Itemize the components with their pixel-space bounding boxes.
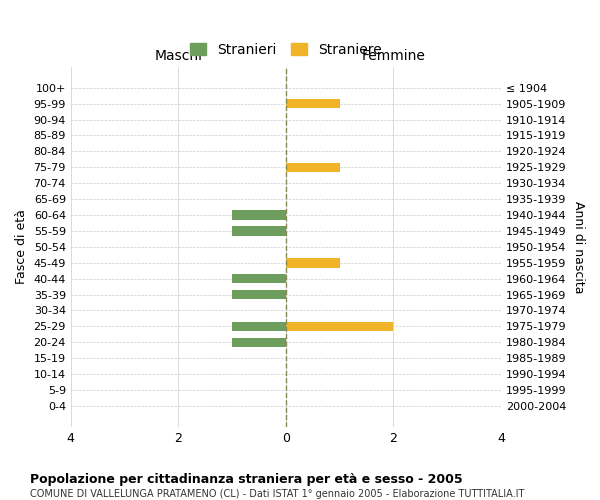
Text: COMUNE DI VALLELUNGA PRATAMENO (CL) - Dati ISTAT 1° gennaio 2005 - Elaborazione : COMUNE DI VALLELUNGA PRATAMENO (CL) - Da… [30,489,524,499]
Text: Popolazione per cittadinanza straniera per età e sesso - 2005: Popolazione per cittadinanza straniera p… [30,472,463,486]
Bar [286,258,340,268]
Y-axis label: Fasce di età: Fasce di età [15,210,28,284]
Bar [232,290,286,300]
Bar [286,99,340,108]
Bar [232,274,286,283]
Y-axis label: Anni di nascita: Anni di nascita [572,200,585,293]
Bar [232,322,286,331]
Text: Maschi: Maschi [154,49,202,63]
Bar [286,162,340,172]
Bar [232,338,286,347]
Bar [286,322,394,331]
Text: Femmine: Femmine [361,49,425,63]
Bar [232,226,286,235]
Bar [232,210,286,220]
Legend: Stranieri, Straniere: Stranieri, Straniere [184,38,388,62]
